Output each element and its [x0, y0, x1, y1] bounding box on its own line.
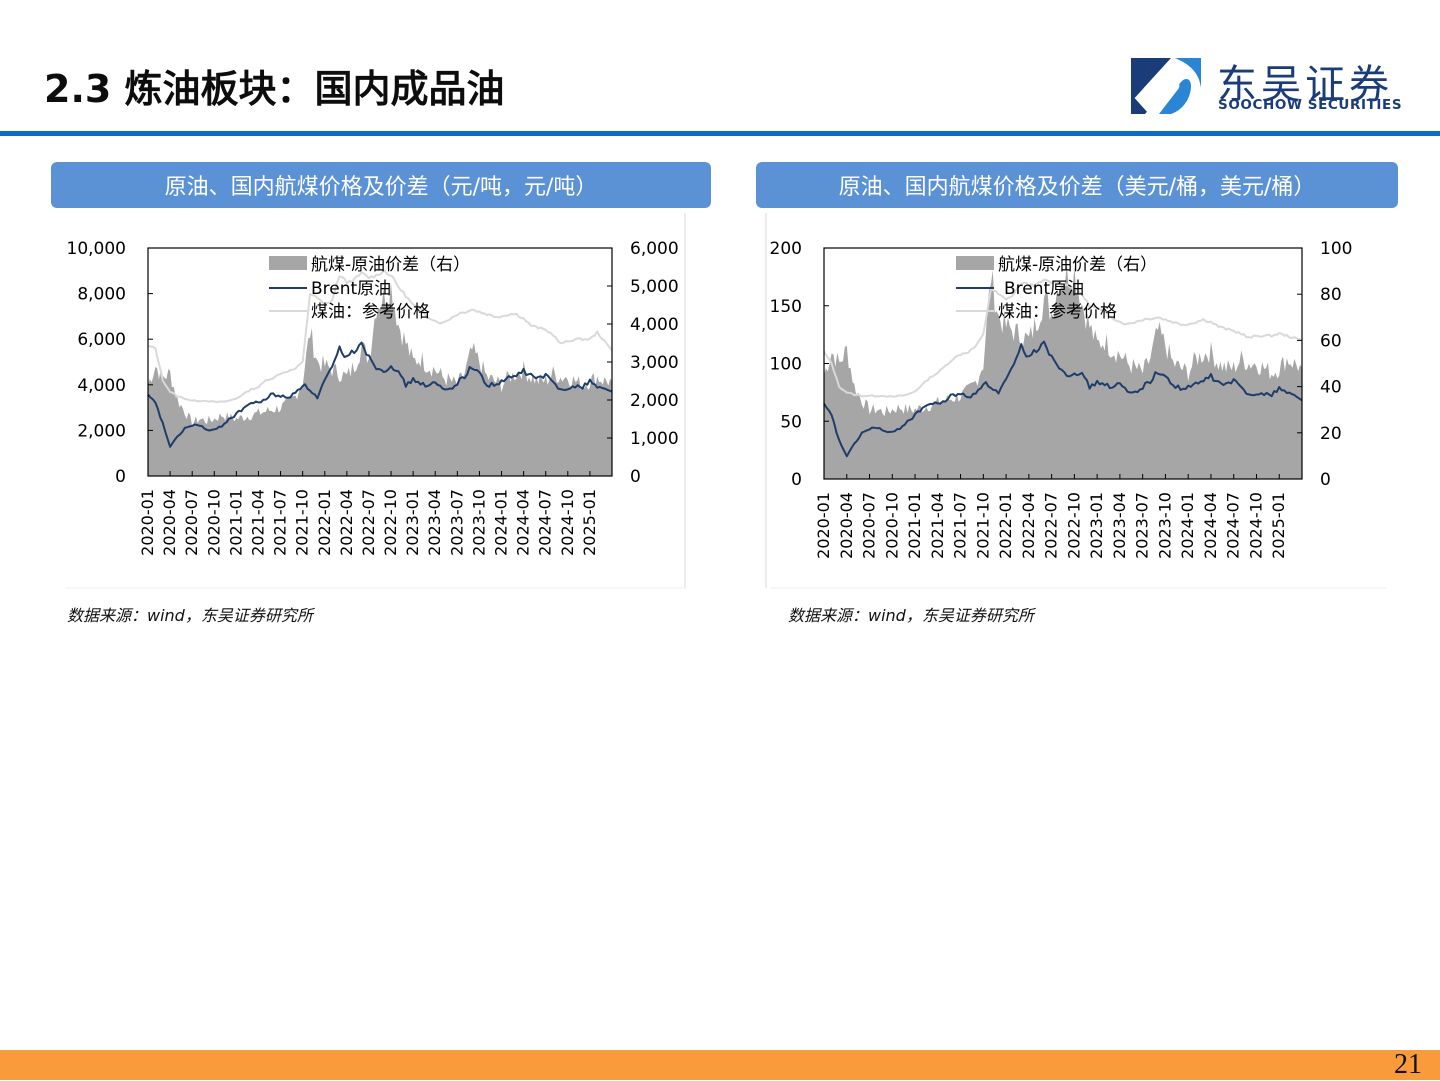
svg-text:2021-07: 2021-07: [271, 489, 290, 556]
svg-text:50: 50: [780, 412, 802, 432]
svg-text:60: 60: [1320, 331, 1342, 351]
svg-text:5,000: 5,000: [630, 277, 679, 297]
svg-text:2023-01: 2023-01: [1087, 492, 1106, 559]
page-title: 2.3 炼油板块：国内成品油: [44, 67, 505, 111]
svg-text:0: 0: [630, 467, 641, 487]
svg-text:2020-10: 2020-10: [882, 492, 901, 559]
svg-text:2024-07: 2024-07: [536, 489, 555, 556]
svg-text:6,000: 6,000: [630, 239, 679, 259]
svg-text:2022-04: 2022-04: [1019, 492, 1038, 559]
svg-text:2022-01: 2022-01: [315, 489, 334, 556]
logo-english-name: SOOCHOW SECURITIES: [1218, 97, 1403, 113]
svg-text:2024-01: 2024-01: [492, 489, 511, 556]
svg-text:20: 20: [1320, 424, 1342, 444]
chart-cny-per-ton: 0 2,000 4,000 6,000 8,000 10,000 0 1,000 2,000 3,…: [51, 208, 691, 593]
svg-text:6,000: 6,000: [77, 330, 126, 350]
svg-text:100: 100: [1320, 239, 1352, 259]
svg-text:2022-10: 2022-10: [1064, 492, 1083, 559]
svg-text:100: 100: [770, 355, 802, 375]
svg-text:煤油：参考价格: 煤油：参考价格: [998, 302, 1117, 322]
svg-text:80: 80: [1320, 285, 1342, 305]
svg-text:1,000: 1,000: [630, 429, 679, 449]
svg-text:0: 0: [1320, 470, 1331, 490]
svg-text:2025-01: 2025-01: [580, 489, 599, 556]
svg-text:4,000: 4,000: [630, 315, 679, 335]
source-note: 数据来源：wind，东吴证券研究所: [788, 606, 1034, 625]
chart-svg: 0 2,000 4,000 6,000 8,000 10,000 0 1,000 2,000 3,…: [65, 213, 686, 589]
svg-text:2020-04: 2020-04: [837, 492, 856, 559]
svg-text:2022-07: 2022-07: [359, 489, 378, 556]
logo-chinese-name: 东吴证券: [1217, 62, 1393, 108]
svg-text:0: 0: [791, 470, 802, 490]
svg-text:2025-01: 2025-01: [1269, 492, 1288, 559]
svg-text:2020-10: 2020-10: [204, 489, 223, 556]
svg-text:2021-10: 2021-10: [293, 489, 312, 556]
svg-text:2024-07: 2024-07: [1224, 492, 1243, 559]
svg-text:2023-04: 2023-04: [1110, 492, 1129, 559]
chart-usd-per-barrel: 0 50 100 150 200 0 20 40 60 80 100 2020-01 2020-04 20…: [756, 208, 1398, 593]
svg-text:Brent原油: Brent原油: [1004, 279, 1084, 299]
svg-text:2,000: 2,000: [630, 391, 679, 411]
svg-text:2020-07: 2020-07: [182, 489, 201, 556]
svg-text:0: 0: [115, 467, 126, 487]
svg-text:2023-07: 2023-07: [1133, 492, 1152, 559]
svg-text:2021-10: 2021-10: [973, 492, 992, 559]
svg-text:3,000: 3,000: [630, 353, 679, 373]
svg-text:2023-01: 2023-01: [403, 489, 422, 556]
svg-text:2024-04: 2024-04: [514, 489, 533, 556]
chart-panel-usd: 原油、国内航煤价格及价差（美元/桶，美元/桶）: [756, 162, 1398, 208]
svg-text:Brent原油: Brent原油: [311, 279, 391, 299]
svg-text:2024-10: 2024-10: [1246, 492, 1265, 559]
svg-text:煤油：参考价格: 煤油：参考价格: [311, 302, 430, 322]
svg-text:航煤-原油价差（右）: 航煤-原油价差（右）: [998, 255, 1157, 275]
svg-text:2023-10: 2023-10: [1155, 492, 1174, 559]
svg-text:2,000: 2,000: [77, 421, 126, 441]
header-divider: [0, 131, 1440, 136]
svg-text:2021-07: 2021-07: [951, 492, 970, 559]
svg-text:4,000: 4,000: [77, 376, 126, 396]
page-number: 21: [1394, 1049, 1422, 1080]
svg-text:2023-10: 2023-10: [469, 489, 488, 556]
svg-text:航煤-原油价差（右）: 航煤-原油价差（右）: [311, 255, 470, 275]
svg-text:2022-10: 2022-10: [381, 489, 400, 556]
svg-text:2020-04: 2020-04: [160, 489, 179, 556]
chart-title: 原油、国内航煤价格及价差（元/吨，元/吨）: [51, 162, 711, 208]
svg-text:10,000: 10,000: [67, 239, 126, 259]
svg-text:200: 200: [770, 239, 802, 259]
svg-text:2022-07: 2022-07: [1042, 492, 1061, 559]
svg-text:2022-01: 2022-01: [996, 492, 1015, 559]
footer-bar: [0, 1050, 1440, 1080]
svg-text:8,000: 8,000: [77, 285, 126, 305]
svg-text:2020-01: 2020-01: [138, 489, 157, 556]
chart-title: 原油、国内航煤价格及价差（美元/桶，美元/桶）: [756, 162, 1398, 208]
svg-text:2022-04: 2022-04: [337, 489, 356, 556]
svg-text:2021-04: 2021-04: [248, 489, 267, 556]
source-note: 数据来源：wind，东吴证券研究所: [67, 606, 313, 625]
svg-text:2023-07: 2023-07: [447, 489, 466, 556]
svg-text:2020-01: 2020-01: [814, 492, 833, 559]
logo-mark-icon: [1131, 58, 1201, 114]
soochow-logo: 东吴证券 SOOCHOW SECURITIES: [1131, 56, 1411, 116]
svg-text:2023-04: 2023-04: [425, 489, 444, 556]
svg-text:2021-01: 2021-01: [226, 489, 245, 556]
svg-text:150: 150: [770, 297, 802, 317]
svg-text:2020-07: 2020-07: [860, 492, 879, 559]
svg-text:2021-04: 2021-04: [928, 492, 947, 559]
svg-text:2024-01: 2024-01: [1178, 492, 1197, 559]
svg-text:2024-04: 2024-04: [1201, 492, 1220, 559]
svg-text:2024-10: 2024-10: [558, 489, 577, 556]
svg-text:2021-01: 2021-01: [905, 492, 924, 559]
chart-panel-cny: 原油、国内航煤价格及价差（元/吨，元/吨）: [51, 162, 711, 208]
svg-text:40: 40: [1320, 378, 1342, 398]
